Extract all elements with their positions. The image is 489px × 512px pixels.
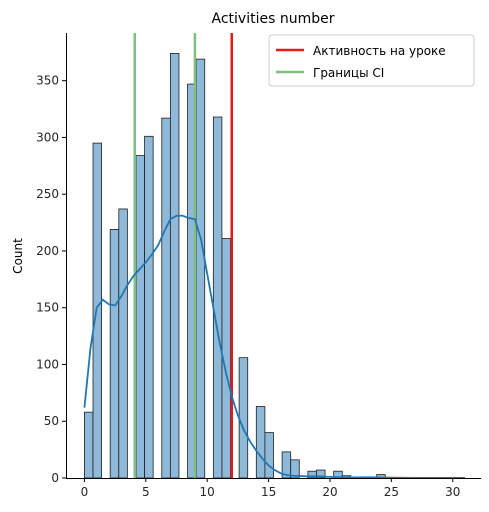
histogram-bar: [195, 58, 206, 479]
histogram-bar: [84, 411, 94, 479]
y-axis-label: Count: [11, 238, 25, 274]
histogram-bar: [212, 116, 223, 479]
x-tick-label: 20: [322, 485, 337, 499]
legend: Активность на уроке Границы CI: [268, 34, 475, 87]
histogram-bar: [135, 155, 145, 479]
y-tick-label: 0: [51, 471, 59, 485]
y-tick-label: 150: [36, 301, 59, 315]
y-tick-label: 50: [44, 414, 59, 428]
chart-title: Activities number: [212, 11, 335, 27]
kde-line: [83, 214, 466, 479]
legend-label-ci: Границы CI: [313, 66, 384, 80]
reference-lines: [133, 33, 234, 478]
x-tick-label: 25: [384, 485, 399, 499]
histogram-bar: [92, 142, 103, 479]
y-tick-label: 300: [36, 130, 59, 144]
histogram-bar: [255, 406, 266, 479]
plot-area: [83, 33, 466, 479]
x-tick-label: 5: [142, 485, 150, 499]
histogram-bar: [161, 117, 171, 479]
histogram-bar: [109, 228, 120, 479]
histogram-bar: [264, 432, 274, 479]
x-tick-label: 30: [445, 485, 460, 499]
histogram-bars: [84, 53, 386, 479]
histogram-bar: [238, 357, 249, 479]
x-tick-label: 15: [261, 485, 276, 499]
histogram-bar: [169, 53, 180, 479]
x-tick-label: 0: [81, 485, 89, 499]
histogram-bar: [118, 208, 128, 479]
x-tick-label: 10: [200, 485, 215, 499]
y-tick-label: 100: [36, 357, 59, 371]
legend-label-activity: Активность на уроке: [313, 44, 446, 58]
legend-box: [268, 34, 475, 87]
y-tick-label: 250: [36, 187, 59, 201]
y-tick-label: 200: [36, 244, 59, 258]
x-ticks: 0 5 10 15 20 25 30: [81, 478, 460, 499]
y-tick-label: 350: [36, 74, 59, 88]
y-ticks: 0 50 100 150 200 250 300 350: [36, 74, 66, 485]
histogram-bar: [144, 135, 154, 479]
